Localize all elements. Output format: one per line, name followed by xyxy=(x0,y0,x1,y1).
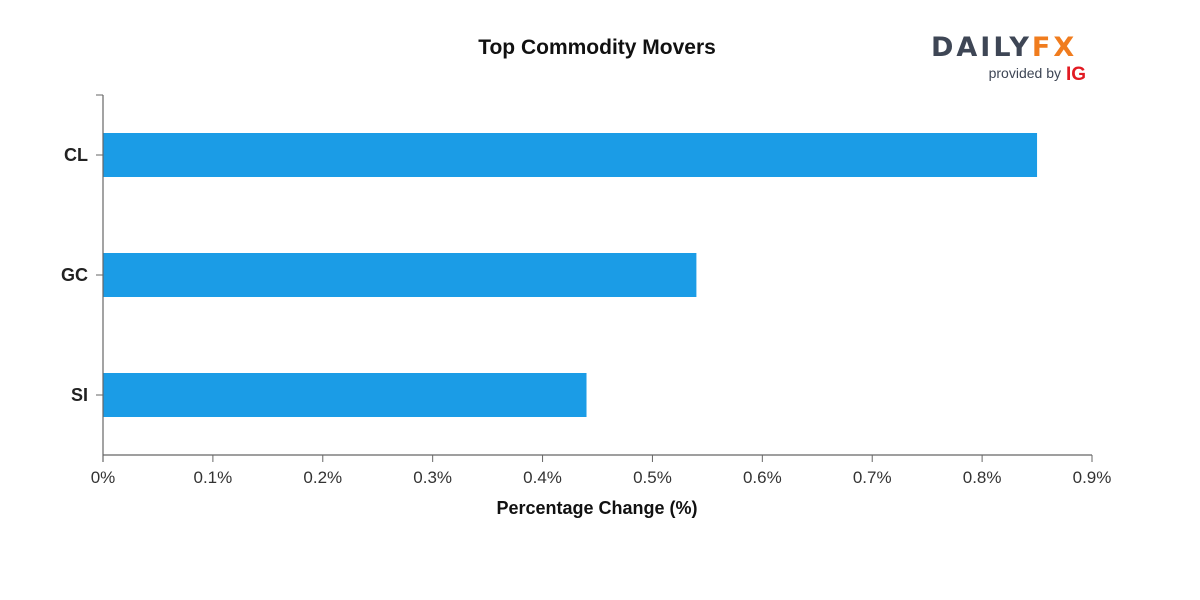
x-tick-label: 0.6% xyxy=(743,468,782,487)
logo-daily-text: DAILY xyxy=(931,32,1032,63)
bar-gc xyxy=(103,253,697,297)
logo-fx-text: FX xyxy=(1032,32,1077,63)
x-tick-label: 0.9% xyxy=(1073,468,1112,487)
x-tick-label: 0.5% xyxy=(633,468,672,487)
x-tick-label: 0.3% xyxy=(413,468,452,487)
x-tick-label: 0.8% xyxy=(963,468,1002,487)
bar-cl xyxy=(103,133,1038,177)
svg-text:DAILYFX: DAILYFX xyxy=(931,32,1077,63)
x-tick-label: 0.2% xyxy=(303,468,342,487)
dailyfx-logo: DAILYFX provided by IG xyxy=(931,32,1086,85)
category-label-cl: CL xyxy=(64,145,88,165)
x-tick-label: 0.4% xyxy=(523,468,562,487)
x-tick-label: 0.1% xyxy=(194,468,233,487)
logo-provided-by: provided by xyxy=(989,65,1061,81)
x-axis-title: Percentage Change (%) xyxy=(496,498,697,518)
category-label-si: SI xyxy=(71,385,88,405)
plot-area: CL GC SI 0% 0.1% 0.2% 0.3% 0.4% 0.5% 0.6% 0.7% 0.8%… xyxy=(61,94,1112,487)
chart-title: Top Commodity Movers xyxy=(478,36,716,59)
logo-ig: IG xyxy=(1066,64,1086,85)
bar-si xyxy=(103,373,587,417)
category-label-gc: GC xyxy=(61,265,88,285)
x-tick-label: 0% xyxy=(91,468,116,487)
x-tick-label: 0.7% xyxy=(853,468,892,487)
